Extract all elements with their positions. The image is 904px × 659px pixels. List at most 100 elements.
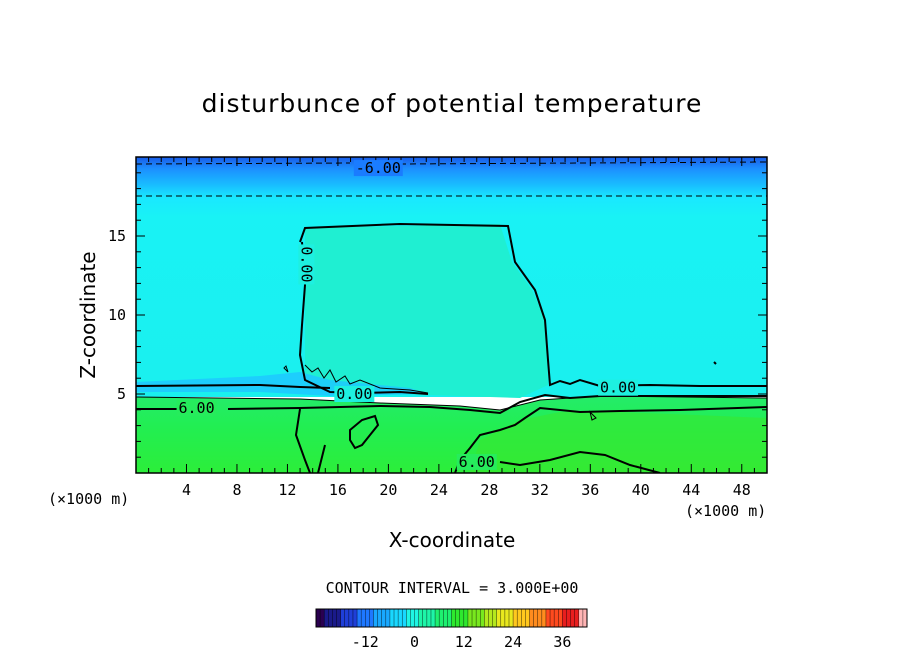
colorbar-cell xyxy=(369,609,374,627)
contour-label: 6.00 xyxy=(179,399,215,417)
colorbar-cell xyxy=(435,609,440,627)
colorbar-cell xyxy=(422,609,428,627)
colorbar-cell xyxy=(414,609,420,627)
colorbar-tick-label: 36 xyxy=(553,633,571,651)
colorbar-cell xyxy=(455,609,461,627)
colorbar-cell xyxy=(439,609,444,627)
colorbar-tick-label: 0 xyxy=(410,633,419,651)
y-tick-labels: 5 10 15 xyxy=(108,227,126,403)
colorbar-cell xyxy=(582,609,588,627)
colorbar-cell xyxy=(558,609,563,627)
colorbar-cell xyxy=(476,609,481,627)
colorbar-cell xyxy=(365,609,370,627)
colorbar-tick-label: 24 xyxy=(504,633,522,651)
colorbar-cell xyxy=(496,609,502,627)
colorbar-cell xyxy=(488,609,494,627)
x-tick-label: 4 xyxy=(182,481,191,499)
colorbar-cell xyxy=(525,609,531,627)
colorbar-labels: -12 0 12 24 36 xyxy=(352,633,572,651)
colorbar xyxy=(315,608,588,628)
colorbar-cell xyxy=(332,609,338,627)
colorbar-tick-label: -12 xyxy=(352,633,379,651)
x-tick-label: 32 xyxy=(531,481,549,499)
colorbar-cell xyxy=(550,609,555,627)
chart-title: disturbunce of potential temperature xyxy=(202,89,703,118)
colorbar-cell xyxy=(340,609,346,627)
contour-label-bg xyxy=(334,386,375,402)
x-axis-label: X-coordinate xyxy=(389,528,516,552)
y-tick-label: 15 xyxy=(108,227,126,245)
colorbar-cell xyxy=(410,609,416,627)
warm-pool xyxy=(470,412,767,473)
y-tick-label: 5 xyxy=(117,385,126,403)
colorbar-cell xyxy=(545,609,551,627)
colorbar-frame xyxy=(315,608,588,628)
colorbar-cell xyxy=(472,609,477,627)
colorbar-cell xyxy=(459,609,465,627)
colorbar-cell xyxy=(418,609,424,627)
colorbar-cell xyxy=(467,609,473,627)
colorbar-cell xyxy=(480,609,485,627)
contour-label: 6.00 xyxy=(459,453,495,471)
plot-area xyxy=(136,157,767,473)
colorbar-cell xyxy=(570,609,576,627)
x-tick-label: 16 xyxy=(329,481,347,499)
contour-label: 0.00 xyxy=(600,379,636,397)
colorbar-cell xyxy=(348,609,354,627)
x-tick-label: 40 xyxy=(632,481,650,499)
colorbar-cell xyxy=(398,609,403,627)
colorbar-cell xyxy=(508,609,514,627)
colorbar-cell xyxy=(336,609,342,627)
colorbar-cell xyxy=(357,609,362,627)
colorbar-cell xyxy=(394,609,399,627)
colorbar-cell xyxy=(316,609,321,627)
colorbar-cell xyxy=(402,609,407,627)
contour-label: 0.00 xyxy=(297,246,315,282)
colorbar-cell xyxy=(426,609,432,627)
colorbar-tick-label: 12 xyxy=(455,633,473,651)
contour-label: 0.00 xyxy=(336,385,372,403)
contour-labels: -6.00 0.00 0.00 0.00 6.00 6.00 xyxy=(176,159,639,471)
colorbar-cell xyxy=(324,609,329,627)
x-tick-label: 48 xyxy=(733,481,751,499)
x-tick-label: 44 xyxy=(682,481,700,499)
colorbar-cell xyxy=(443,609,448,627)
cloud-core xyxy=(305,224,548,398)
colorbar-cell xyxy=(463,609,469,627)
colorbar-cell xyxy=(554,609,559,627)
colorbar-cell xyxy=(513,609,518,627)
contour-label-bg xyxy=(598,379,639,396)
contour-interval-note: CONTOUR INTERVAL = 3.000E+00 xyxy=(326,579,579,597)
colorbar-cell xyxy=(381,609,387,627)
colorbar-cell xyxy=(377,609,383,627)
colorbar-cell xyxy=(529,609,535,627)
x-tick-label: 28 xyxy=(480,481,498,499)
y-tick-label: 10 xyxy=(108,306,126,324)
x-tick-label: 12 xyxy=(278,481,296,499)
contour-label-bg xyxy=(298,244,315,285)
colorbar-cell xyxy=(578,609,584,627)
colorbar-cell xyxy=(361,609,366,627)
x-tick-label: 20 xyxy=(379,481,397,499)
contour-label-bg xyxy=(353,160,403,177)
x-tick-label: 36 xyxy=(581,481,599,499)
colorbar-cell xyxy=(492,609,498,627)
colorbar-cell xyxy=(385,609,391,627)
dashed-contours xyxy=(136,161,767,197)
x-unit-right: (×1000 m) xyxy=(685,502,766,520)
colorbar-cell xyxy=(352,609,358,627)
colorbar-cell xyxy=(320,609,325,627)
x-tick-labels: 4 8 12 16 20 24 28 32 36 40 44 48 xyxy=(182,481,751,499)
colorbar-cell xyxy=(562,609,567,627)
colorbar-cell xyxy=(517,609,522,627)
colorbar-cell xyxy=(504,609,510,627)
colorbar-cell xyxy=(574,609,580,627)
colorbar-cell xyxy=(389,609,395,627)
contour-label: -6.00 xyxy=(356,159,401,177)
colorbar-cell xyxy=(406,609,411,627)
colorbar-cell xyxy=(521,609,526,627)
colorbar-cell xyxy=(533,609,539,627)
contour-label-bg xyxy=(176,400,217,417)
colorbar-cell xyxy=(484,609,489,627)
